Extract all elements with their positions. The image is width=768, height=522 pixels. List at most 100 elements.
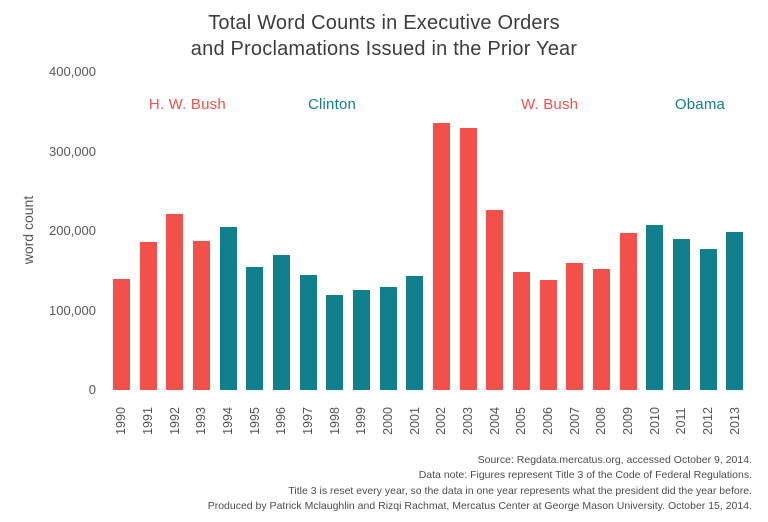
bar-1990 [112,278,130,390]
bar-column [641,72,668,390]
bar-column [508,72,535,390]
bar-1996 [272,254,290,390]
x-tick-label: 2010 [647,407,662,435]
bar-2007 [566,262,584,390]
bar-1998 [326,294,344,390]
x-tick-cell: 2013 [721,392,748,450]
x-tick-cell: 1997 [295,392,322,450]
x-tick-cell: 2001 [401,392,428,450]
x-tick-cell: 2002 [428,392,455,450]
bar-column [721,72,748,390]
bar-column [161,72,188,390]
bar-column [375,72,402,390]
x-tick-cell: 2011 [668,392,695,450]
source-note-line: Title 3 is reset every year, so the data… [288,484,752,497]
x-tick-cell: 2010 [641,392,668,450]
x-tick-label: 1996 [274,407,289,435]
bar-2006 [539,280,557,390]
y-tick-label: 0 [88,382,96,397]
x-tick-label: 2009 [621,407,636,435]
bar-column [588,72,615,390]
x-tick-label: 1997 [301,407,316,435]
bar-1997 [299,274,317,390]
x-tick-label: 2005 [514,407,529,435]
x-tick-label: 1998 [327,407,342,435]
source-note-line: Produced by Patrick Mclaughlin and Rizqi… [207,499,752,512]
bar-2001 [406,276,424,390]
x-tick-label: 1991 [141,407,155,435]
x-tick-cell: 2006 [535,392,562,450]
x-tick-cell: 1993 [188,392,215,450]
bar-column [268,72,295,390]
bar-2013 [726,231,744,390]
era-label-clinton: Clinton [307,96,357,113]
chart-title: Total Word Counts in Executive Orders an… [0,10,768,63]
x-tick-label: 2004 [487,407,502,435]
source-note-line: Source: Regdata.mercatus.org, accessed O… [477,454,752,467]
bar-column [188,72,215,390]
bar-column [561,72,588,390]
x-tick-cell: 1998 [321,392,348,450]
bar-column [535,72,562,390]
chart-title-line1: Total Word Counts in Executive Orders [208,12,560,34]
x-tick-label: 1992 [167,407,182,435]
x-tick-cell: 1994 [215,392,242,450]
bar-1999 [352,289,370,390]
x-tick-cell: 1992 [161,392,188,450]
bar-1992 [166,213,184,390]
x-tick-label: 2003 [461,407,476,435]
chart-title-line2: and Proclamations Issued in the Prior Ye… [190,38,578,61]
bar-2003 [459,127,477,390]
x-tick-cell: 1999 [348,392,375,450]
bar-column [321,72,348,390]
era-label-h-w-bush: H. W. Bush [148,96,226,113]
bar-column [215,72,242,390]
bar-column [108,72,135,390]
y-tick-label: 400,000 [49,64,96,79]
y-tick-label: 300,000 [49,143,96,159]
bar-column [348,72,375,390]
era-label-w-bush: W. Bush [520,96,579,113]
x-tick-cell: 1990 [108,392,135,450]
source-note-line: Data note: Figures represent Title 3 of … [418,469,752,482]
source-note: Source: Regdata.mercatus.org, accessed O… [208,453,752,514]
bar-2011 [672,238,690,390]
bar-column [428,72,455,390]
x-tick-cell: 1995 [241,392,268,450]
bar-2005 [512,271,530,390]
x-tick-label: 2013 [727,407,742,435]
x-tick-label: 2008 [594,407,609,435]
x-tick-cell: 2003 [455,392,482,450]
bar-column [455,72,482,390]
y-tick-label: 200,000 [49,223,96,238]
bar-column [295,72,322,390]
bar-2002 [432,122,450,390]
x-tick-label: 1995 [247,407,262,435]
era-label-obama: Obama [674,96,726,113]
bar-column [615,72,642,390]
x-tick-label: 2012 [701,407,716,435]
x-tick-label: 2001 [407,407,422,435]
x-tick-label: 2006 [541,407,556,435]
x-tick-label: 2000 [381,407,396,435]
x-tick-cell: 2012 [695,392,722,450]
bar-1995 [246,266,264,390]
bar-1991 [139,242,157,390]
bar-column [668,72,695,390]
x-tick-label: 2011 [674,407,689,435]
y-axis-labels: 400,000 300,000 200,000 100,000 0 [0,64,96,398]
y-tick-label: 100,000 [49,302,96,318]
bar-2004 [486,209,504,390]
x-tick-label: 1999 [354,407,369,435]
x-tick-cell: 2009 [615,392,642,450]
x-tick-label: 2002 [434,407,449,435]
x-tick-cell: 2007 [561,392,588,450]
x-tick-cell: 1991 [135,392,162,450]
x-tick-label: 1994 [221,407,236,435]
x-tick-label: 1990 [114,407,129,435]
x-tick-label: 1993 [194,407,209,435]
bar-column [481,72,508,390]
x-tick-cell: 1996 [268,392,295,450]
bar-column [401,72,428,390]
